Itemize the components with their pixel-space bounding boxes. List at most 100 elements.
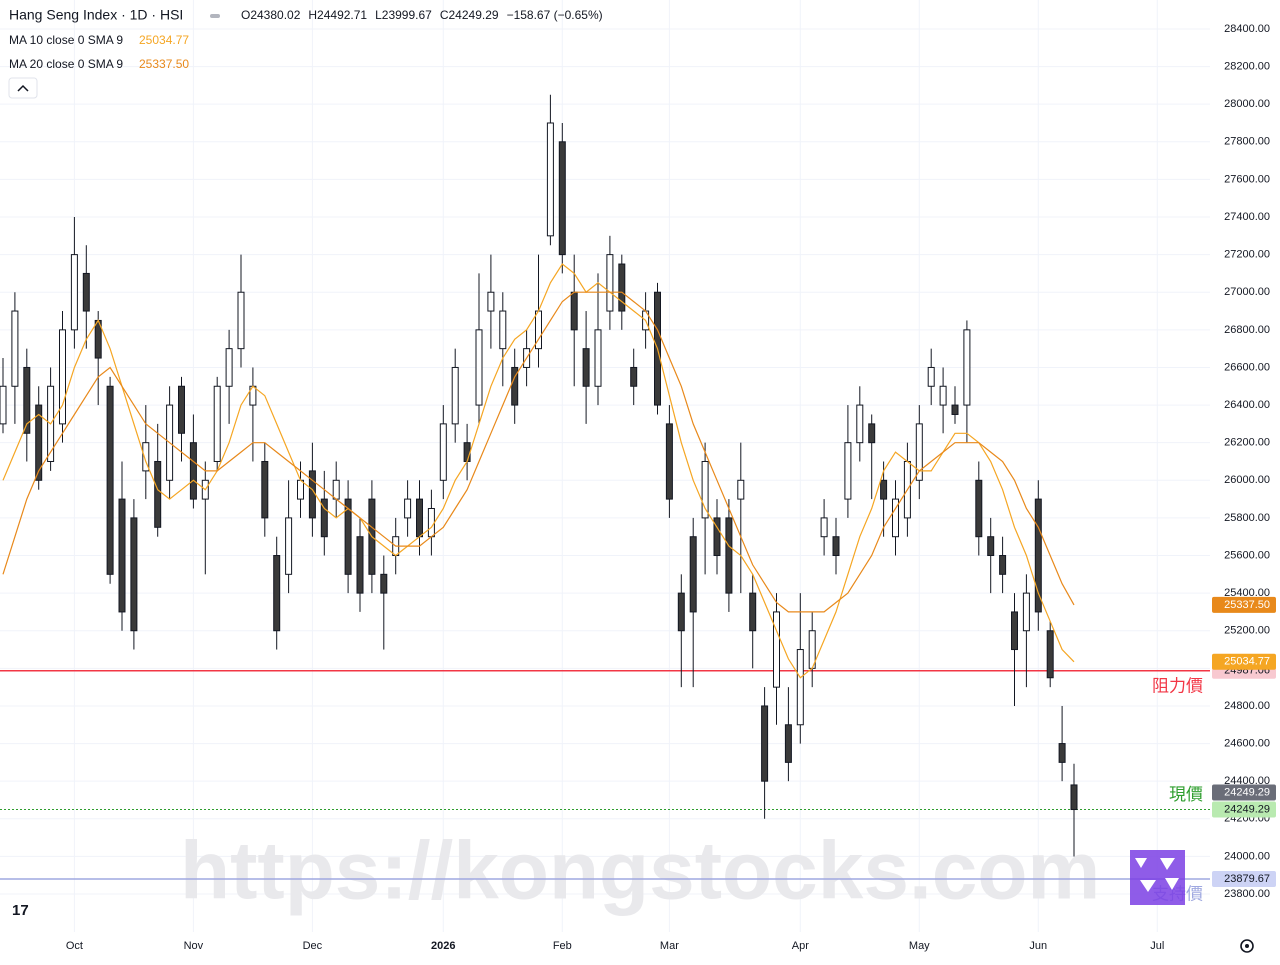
candle-body (1070, 784, 1078, 811)
candle-body (773, 611, 780, 688)
candle-body (749, 592, 757, 632)
candle-body (939, 385, 947, 406)
candle-body (70, 254, 78, 331)
candle-body (892, 498, 899, 538)
quote: O24380.02 H24492.71 L23999.67 C24249.29 −158… (241, 8, 603, 22)
candle-body (320, 498, 328, 538)
quote-item: −158.67 (−0.65%) (507, 8, 603, 22)
x-tick-label: Jul (1150, 940, 1164, 952)
candle-body (796, 649, 804, 726)
candle-body (725, 517, 733, 594)
candle-body (987, 536, 995, 557)
site-logo (1130, 850, 1185, 905)
candle-body (1022, 592, 1030, 632)
quote-item: H24492.71 (308, 8, 367, 22)
candle-body (570, 291, 578, 331)
price-badge (1212, 871, 1276, 888)
candle-body (213, 385, 221, 462)
y-tick-label: 23800.00 (1224, 888, 1270, 900)
y-tick-label: 27000.00 (1224, 286, 1270, 298)
quote-item: L23999.67 (375, 8, 432, 22)
candle-body (273, 555, 281, 632)
legend-value: 25337.50 (139, 57, 189, 71)
y-tick-label: 25400.00 (1224, 587, 1270, 599)
candle-body (463, 442, 471, 462)
x-tick-label: Jun (1029, 940, 1047, 952)
candle-body (856, 404, 864, 444)
y-tick-label: 26000.00 (1224, 474, 1270, 486)
grid (0, 0, 1210, 932)
price-axis: 23800.0024000.0024200.0024400.0024600.00… (66, 23, 1276, 952)
x-tick-label: Mar (660, 940, 679, 952)
ma-line (2, 263, 1075, 679)
candle-body (737, 479, 745, 500)
y-tick-label: 26400.00 (1224, 399, 1270, 411)
candle-body (558, 141, 566, 256)
svg-text:17: 17 (12, 902, 29, 919)
y-tick-label: 25200.00 (1224, 625, 1270, 637)
ma-line (2, 291, 1075, 613)
candle-body (701, 460, 709, 519)
tv-logo: 17 (12, 902, 29, 919)
y-tick-label: 27800.00 (1224, 136, 1270, 148)
last-price-badge (1212, 784, 1276, 801)
watermark: https://kongstocks.com (180, 826, 1100, 917)
candle-body (546, 122, 554, 237)
candle-body (451, 366, 459, 425)
candle-body (511, 366, 519, 406)
ma-badge-label: 25337.50 (1224, 599, 1270, 611)
x-tick-label: May (909, 940, 930, 952)
candle-body (416, 498, 423, 538)
candle-body (189, 442, 197, 500)
candle-body (713, 517, 721, 557)
price-badge-label: 24249.29 (1224, 803, 1270, 815)
candle-body (106, 385, 114, 575)
candle-body (499, 310, 507, 350)
candle-body (142, 442, 150, 472)
candle-body (975, 479, 983, 538)
candle-body (297, 479, 304, 500)
candle-body (475, 329, 483, 406)
y-tick-label: 27600.00 (1224, 173, 1270, 185)
y-tick-label: 24800.00 (1224, 700, 1270, 712)
price-badge-label: 23879.67 (1224, 873, 1270, 885)
collapse-button[interactable] (8, 77, 38, 99)
y-tick-label: 24000.00 (1224, 850, 1270, 862)
settings-button[interactable] (1240, 939, 1254, 953)
candle-body (665, 423, 673, 500)
hide-button[interactable] (207, 9, 223, 23)
candle-body (677, 592, 685, 632)
candle-body (0, 385, 7, 425)
legend-name: MA 20 close 0 SMA 9 (9, 57, 123, 71)
candle-body (332, 479, 340, 500)
candle-body (594, 329, 602, 387)
quote-item: O24380.02 (241, 8, 301, 22)
candle-body (344, 498, 352, 575)
y-tick-label: 26800.00 (1224, 324, 1270, 336)
legend-value: 25034.77 (139, 33, 189, 47)
candle-body (606, 254, 614, 312)
candle-body (880, 479, 888, 500)
ma-badge-label: 25034.77 (1224, 656, 1270, 668)
candle-body (154, 460, 162, 528)
x-tick-label: Oct (66, 940, 83, 952)
last-price-label: 24249.29 (1224, 786, 1270, 798)
y-tick-label: 28000.00 (1224, 98, 1270, 110)
candle-body (1011, 611, 1018, 651)
x-tick-label: Apr (792, 940, 809, 952)
candle-body (404, 498, 412, 519)
candle-body (844, 442, 852, 500)
candle-body (11, 310, 19, 387)
candle-body (963, 329, 971, 406)
quote-item: C24249.29 (440, 8, 499, 22)
legend-name: MA 10 close 0 SMA 9 (9, 33, 123, 47)
candle-body (285, 517, 293, 575)
symbol-title: Hang Seng Index · 1D · HSI (9, 7, 183, 23)
candle-body (927, 366, 935, 387)
candle-body (439, 423, 447, 481)
ma-badge (1212, 596, 1276, 613)
candle-body (618, 263, 626, 312)
candle-body (59, 329, 66, 425)
candle-body (868, 423, 876, 444)
y-tick-label: 24400.00 (1224, 775, 1270, 787)
